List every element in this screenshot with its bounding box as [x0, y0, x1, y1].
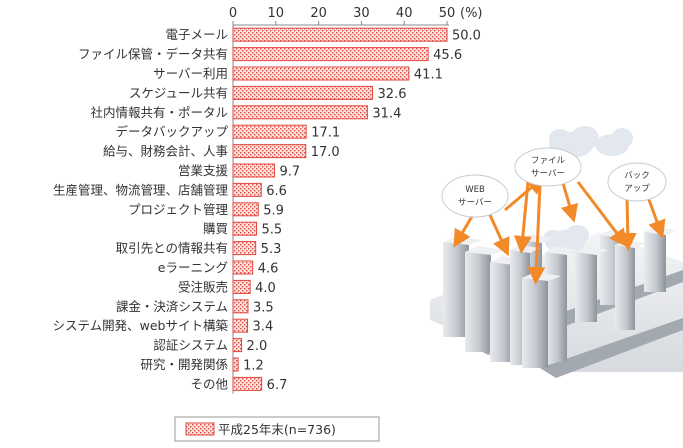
value-label: 41.1: [414, 68, 443, 83]
bar: [232, 27, 448, 42]
value-label: 4.0: [255, 281, 276, 296]
category-label: 取引先との情報共有: [116, 241, 228, 256]
value-label: 31.4: [372, 106, 401, 121]
bar: [232, 338, 243, 353]
bar: [232, 85, 374, 100]
category-label: 購買: [203, 221, 228, 236]
value-label: 50.0: [452, 29, 481, 44]
value-label: 4.6: [258, 262, 279, 277]
arrows: [453, 176, 666, 285]
bar: [232, 376, 263, 391]
category-label: サーバー利用: [153, 66, 228, 81]
bar: [232, 260, 254, 275]
value-label: 45.6: [433, 48, 462, 63]
web-server-callout: WEB サーバー: [441, 174, 509, 218]
category-label: 生産管理、物流管理、店舗管理: [53, 182, 229, 197]
legend-entry: 平成25年末(n=736): [218, 422, 336, 437]
bar: [232, 299, 249, 314]
callout-label: WEB: [465, 185, 485, 195]
value-label: 2.0: [247, 339, 268, 354]
bar: [232, 279, 251, 294]
value-label: 17.1: [311, 126, 340, 141]
x-tick-label: 40: [396, 6, 413, 21]
bar: [232, 241, 257, 256]
x-axis-tick-marks: [232, 21, 448, 25]
x-axis-unit-label: (%): [460, 6, 483, 21]
bar: [232, 105, 368, 120]
category-label: 研究・開発関係: [140, 357, 228, 372]
category-label: ファイル保管・データ共有: [78, 47, 228, 62]
building: [443, 236, 482, 337]
road: [540, 318, 683, 378]
x-tick-label: 30: [353, 6, 370, 21]
building: [575, 246, 608, 322]
value-label: 17.0: [311, 145, 340, 160]
category-label: 課金・決済システム: [116, 299, 228, 314]
x-tick-label: 20: [310, 6, 327, 21]
category-label: スケジュール共有: [129, 85, 228, 100]
bar: [232, 182, 262, 197]
bar: [232, 202, 259, 217]
cloud-icon: [595, 128, 633, 156]
value-label: 9.7: [280, 165, 301, 180]
bar: [232, 221, 258, 236]
x-tick-label: 0: [229, 6, 237, 21]
value-label: 5.9: [263, 203, 284, 218]
x-axis-tick-labels: 0 10 20 30 40 50: [229, 6, 455, 21]
value-label: 5.3: [261, 242, 282, 257]
category-label: 電子メール: [165, 27, 228, 42]
category-labels: 電子メールファイル保管・データ共有サーバー利用スケジュール共有社内情報共有・ポー…: [53, 27, 229, 391]
file-server-callout: ファイル サーバー: [514, 147, 582, 187]
category-label: その他: [190, 376, 228, 391]
x-tick-label: 10: [268, 6, 285, 21]
building: [465, 246, 504, 352]
category-label: 受注販売: [178, 279, 228, 294]
callout-label: サーバー: [531, 169, 565, 179]
callout-label: バック: [624, 171, 650, 181]
bar: [232, 144, 307, 159]
bar: [232, 318, 249, 333]
backup-callout: バック アップ: [607, 162, 667, 202]
server-buildings-illustration: WEB サーバー ファイル サーバー バック アップ: [430, 126, 683, 378]
value-label: 6.6: [266, 184, 287, 199]
x-tick-label: 50: [439, 6, 456, 21]
category-label: システム開発、webサイト構築: [53, 318, 229, 333]
callout-label: ファイル: [531, 156, 566, 166]
category-label: 営業支援: [178, 163, 229, 178]
bar: [232, 357, 239, 372]
category-label: 給与、財務会計、人事: [103, 144, 228, 159]
category-label: 社内情報共有・ポータル: [90, 105, 228, 120]
value-label: 1.2: [243, 359, 264, 374]
legend-swatch: [185, 422, 215, 436]
category-label: 認証システム: [153, 338, 228, 353]
bar: [232, 124, 307, 139]
value-label: 32.6: [378, 87, 407, 102]
callout-label: アップ: [624, 184, 650, 194]
bar: [232, 47, 429, 62]
bar: [232, 163, 276, 178]
value-labels: 50.0 45.6 41.1 32.6 31.4 17.1 17.0 9.7 6.6 5.9 5.5…: [243, 29, 481, 393]
category-label: データバックアップ: [115, 124, 228, 139]
value-label: 3.5: [253, 300, 274, 315]
bars: [232, 27, 448, 391]
category-label: プロジェクト管理: [128, 202, 229, 217]
bar: [232, 66, 410, 81]
value-label: 6.7: [267, 378, 288, 393]
value-label: 5.5: [262, 223, 283, 238]
value-label: 3.4: [253, 320, 274, 335]
legend: 平成25年末(n=736): [174, 416, 380, 442]
category-label: eラーニング: [158, 260, 228, 275]
callout-label: サーバー: [458, 198, 492, 208]
